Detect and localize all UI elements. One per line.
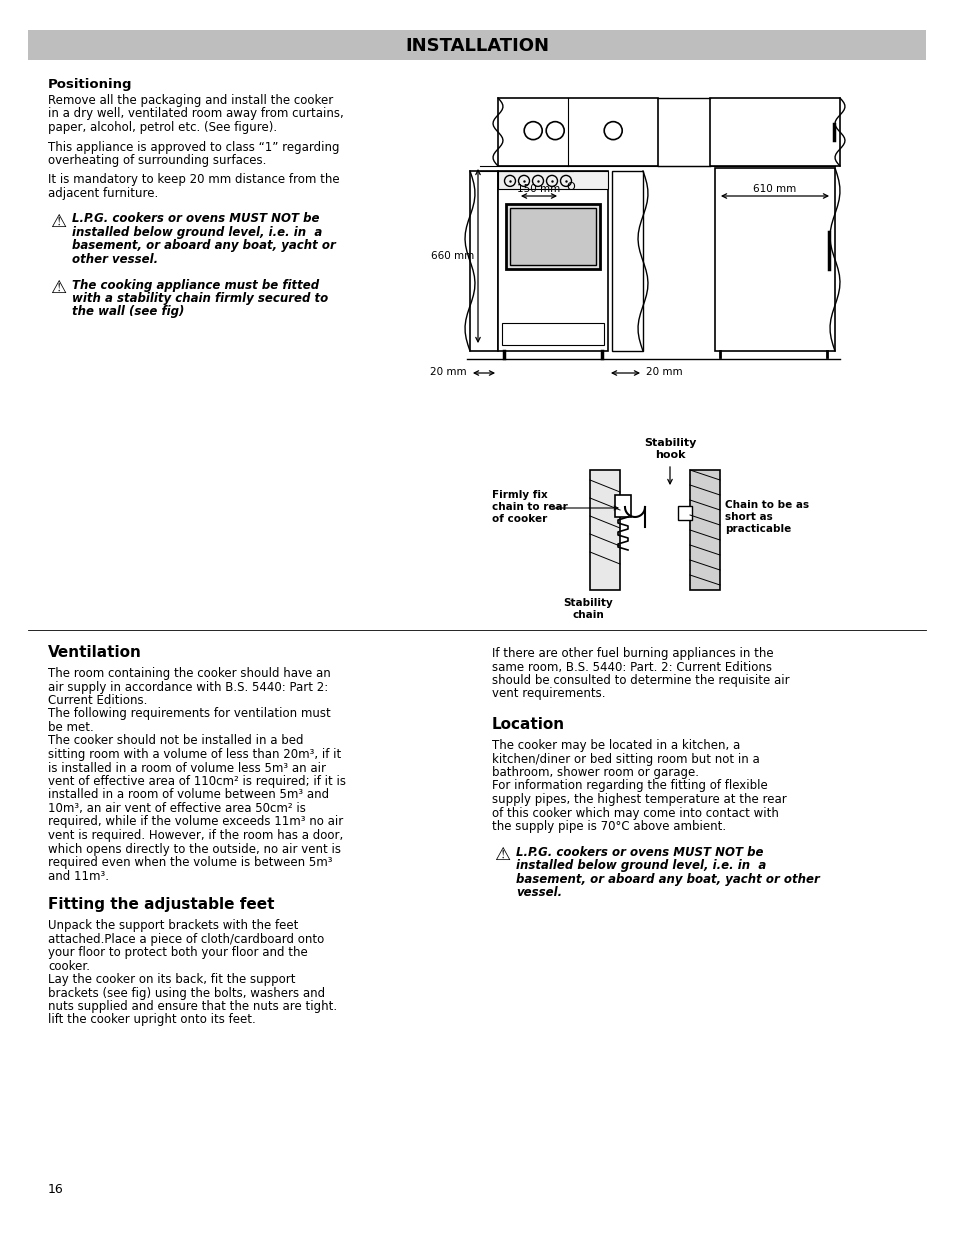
Text: installed below ground level, i.e. in  a: installed below ground level, i.e. in a xyxy=(71,226,322,240)
Text: other vessel.: other vessel. xyxy=(71,253,158,266)
Text: basement, or aboard any boat, yacht or other: basement, or aboard any boat, yacht or o… xyxy=(516,872,819,885)
Text: is installed in a room of volume less 5m³ an air: is installed in a room of volume less 5m… xyxy=(48,762,326,774)
Text: 10m³, an air vent of effective area 50cm² is: 10m³, an air vent of effective area 50cm… xyxy=(48,802,306,815)
Text: required, while if the volume exceeds 11m³ no air: required, while if the volume exceeds 11… xyxy=(48,815,343,829)
Text: The cooker should not be installed in a bed: The cooker should not be installed in a … xyxy=(48,735,303,747)
Text: vessel.: vessel. xyxy=(516,885,561,899)
Bar xyxy=(714,168,834,351)
Text: sitting room with a volume of less than 20m³, if it: sitting room with a volume of less than … xyxy=(48,748,341,761)
Text: and 11m³.: and 11m³. xyxy=(48,869,109,883)
Text: L.P.G. cookers or ovens MUST NOT be: L.P.G. cookers or ovens MUST NOT be xyxy=(71,212,319,226)
Text: The following requirements for ventilation must: The following requirements for ventilati… xyxy=(48,708,331,720)
Text: This appliance is approved to class “1” regarding: This appliance is approved to class “1” … xyxy=(48,141,339,153)
Bar xyxy=(497,98,658,165)
Bar xyxy=(612,170,642,351)
Text: bathroom, shower room or garage.: bathroom, shower room or garage. xyxy=(492,766,699,779)
Text: Remove all the packaging and install the cooker: Remove all the packaging and install the… xyxy=(48,94,333,107)
Bar xyxy=(497,170,607,189)
Text: Current Editions.: Current Editions. xyxy=(48,694,147,706)
Text: in a dry well, ventilated room away from curtains,: in a dry well, ventilated room away from… xyxy=(48,107,343,121)
Text: the supply pipe is 70°C above ambient.: the supply pipe is 70°C above ambient. xyxy=(492,820,725,832)
Text: adjacent furniture.: adjacent furniture. xyxy=(48,186,158,200)
Text: 20 mm: 20 mm xyxy=(645,367,682,377)
Bar xyxy=(510,207,596,266)
Text: vent of effective area of 110cm² is required; if it is: vent of effective area of 110cm² is requ… xyxy=(48,776,346,788)
Text: Positioning: Positioning xyxy=(48,78,132,91)
Text: If there are other fuel burning appliances in the: If there are other fuel burning applianc… xyxy=(492,647,773,659)
Bar xyxy=(505,204,599,269)
Text: Stability: Stability xyxy=(643,438,696,448)
Text: attached.Place a piece of cloth/cardboard onto: attached.Place a piece of cloth/cardboar… xyxy=(48,932,324,946)
Text: short as: short as xyxy=(724,513,772,522)
Text: It is mandatory to keep 20 mm distance from the: It is mandatory to keep 20 mm distance f… xyxy=(48,173,339,186)
Bar xyxy=(678,506,691,520)
Text: Unpack the support brackets with the feet: Unpack the support brackets with the fee… xyxy=(48,919,298,932)
Bar xyxy=(689,471,720,590)
Text: of this cooker which may come into contact with: of this cooker which may come into conta… xyxy=(492,806,778,820)
Text: Fitting the adjustable feet: Fitting the adjustable feet xyxy=(48,897,274,911)
Text: 150 mm: 150 mm xyxy=(517,184,560,194)
Text: The cooker may be located in a kitchen, a: The cooker may be located in a kitchen, … xyxy=(492,739,740,752)
Text: L.P.G. cookers or ovens MUST NOT be: L.P.G. cookers or ovens MUST NOT be xyxy=(516,846,762,858)
Bar xyxy=(501,324,603,345)
Text: supply pipes, the highest temperature at the rear: supply pipes, the highest temperature at… xyxy=(492,793,786,806)
Text: The room containing the cooker should have an: The room containing the cooker should ha… xyxy=(48,667,331,680)
Text: installed in a room of volume between 5m³ and: installed in a room of volume between 5m… xyxy=(48,788,329,802)
Text: ⚠: ⚠ xyxy=(50,212,66,231)
Text: Stability: Stability xyxy=(562,598,612,608)
Text: For information regarding the fitting of flexible: For information regarding the fitting of… xyxy=(492,779,767,793)
Bar xyxy=(470,170,497,351)
Text: basement, or aboard any boat, yacht or: basement, or aboard any boat, yacht or xyxy=(71,240,335,252)
Text: 20 mm: 20 mm xyxy=(430,367,467,377)
Text: 660 mm: 660 mm xyxy=(431,251,474,261)
Text: Ventilation: Ventilation xyxy=(48,645,142,659)
Text: chain to rear: chain to rear xyxy=(492,501,567,513)
Text: of cooker: of cooker xyxy=(492,514,547,524)
Text: hook: hook xyxy=(654,450,684,459)
Text: Lay the cooker on its back, fit the support: Lay the cooker on its back, fit the supp… xyxy=(48,973,295,986)
Text: practicable: practicable xyxy=(724,524,790,534)
Text: vent requirements.: vent requirements. xyxy=(492,688,605,700)
Text: the wall (see fig): the wall (see fig) xyxy=(71,305,184,319)
Text: O: O xyxy=(565,182,574,191)
Text: Chain to be as: Chain to be as xyxy=(724,500,808,510)
Text: required even when the volume is between 5m³: required even when the volume is between… xyxy=(48,856,333,869)
Text: Firmly fix: Firmly fix xyxy=(492,490,547,500)
Text: chain: chain xyxy=(572,610,603,620)
Text: your floor to protect both your floor and the: your floor to protect both your floor an… xyxy=(48,946,308,960)
Text: 16: 16 xyxy=(48,1183,64,1195)
Text: be met.: be met. xyxy=(48,721,93,734)
Text: cooker.: cooker. xyxy=(48,960,90,972)
Text: lift the cooker upright onto its feet.: lift the cooker upright onto its feet. xyxy=(48,1014,255,1026)
Text: should be consulted to determine the requisite air: should be consulted to determine the req… xyxy=(492,674,789,687)
Text: paper, alcohol, petrol etc. (See figure).: paper, alcohol, petrol etc. (See figure)… xyxy=(48,121,276,135)
Text: installed below ground level, i.e. in  a: installed below ground level, i.e. in a xyxy=(516,860,765,872)
Text: 610 mm: 610 mm xyxy=(753,184,796,194)
Text: air supply in accordance with B.S. 5440: Part 2:: air supply in accordance with B.S. 5440:… xyxy=(48,680,328,694)
Bar xyxy=(497,170,607,351)
Text: same room, B.S. 5440: Part. 2: Current Editions: same room, B.S. 5440: Part. 2: Current E… xyxy=(492,661,771,673)
Text: which opens directly to the outside, no air vent is: which opens directly to the outside, no … xyxy=(48,842,340,856)
Polygon shape xyxy=(589,471,619,590)
Text: with a stability chain firmly secured to: with a stability chain firmly secured to xyxy=(71,291,328,305)
Text: kitchen/diner or bed sitting room but not in a: kitchen/diner or bed sitting room but no… xyxy=(492,752,759,766)
Text: The cooking appliance must be fitted: The cooking appliance must be fitted xyxy=(71,279,319,291)
Text: ⚠: ⚠ xyxy=(50,279,66,296)
Bar xyxy=(615,495,630,517)
Text: INSTALLATION: INSTALLATION xyxy=(405,37,548,56)
Text: overheating of surrounding surfaces.: overheating of surrounding surfaces. xyxy=(48,154,266,167)
Text: vent is required. However, if the room has a door,: vent is required. However, if the room h… xyxy=(48,829,343,842)
Bar xyxy=(709,98,840,165)
Text: ⚠: ⚠ xyxy=(494,846,510,863)
Text: nuts supplied and ensure that the nuts are tight.: nuts supplied and ensure that the nuts a… xyxy=(48,1000,336,1013)
Text: brackets (see fig) using the bolts, washers and: brackets (see fig) using the bolts, wash… xyxy=(48,987,325,999)
Bar xyxy=(28,30,925,61)
Text: Location: Location xyxy=(492,718,564,732)
